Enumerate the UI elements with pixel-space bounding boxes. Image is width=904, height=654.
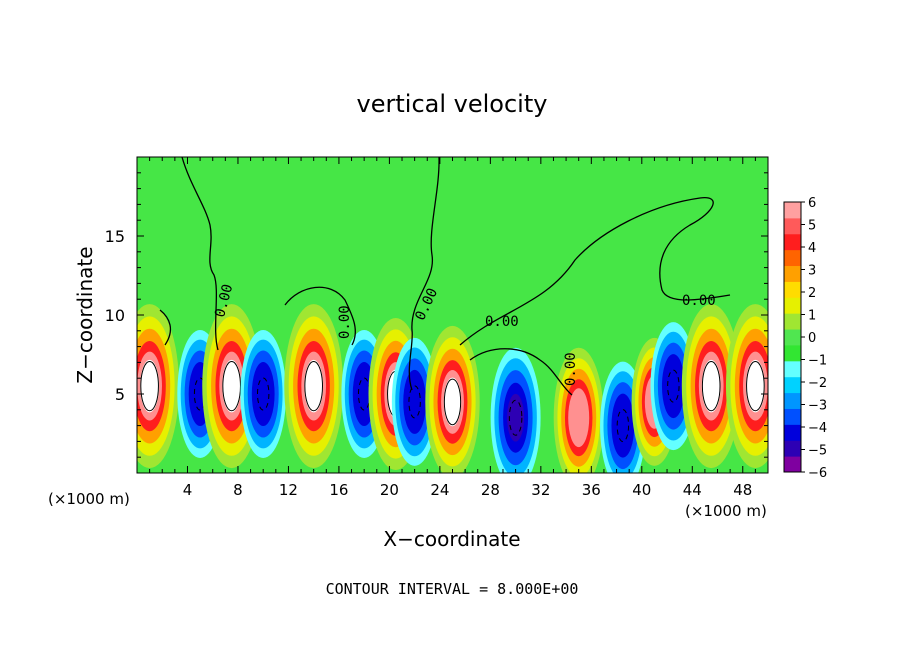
colorbar-swatch xyxy=(784,440,801,457)
x-tick-label: 4 xyxy=(183,481,193,499)
field-band xyxy=(701,359,721,413)
colorbar-swatch xyxy=(784,424,801,441)
contour-line xyxy=(181,157,219,351)
colorbar-label: −1 xyxy=(808,354,827,369)
colorbar-swatch xyxy=(784,392,801,409)
y-tick-label: 15 xyxy=(105,227,125,246)
colorbar-swatch xyxy=(784,297,801,314)
contour-line xyxy=(616,409,630,443)
colorbar-label: −2 xyxy=(808,376,827,391)
contour-line xyxy=(140,361,159,412)
colorbar-label: −3 xyxy=(808,399,827,414)
colorbar-swatch xyxy=(784,281,801,298)
colorbar: 6 5 4 3 2 1 0 −1 −2 −3 −4 −5 −6 xyxy=(783,196,827,481)
x-axis-label: X−coordinate xyxy=(383,527,520,551)
updraft-cell xyxy=(137,304,180,469)
contour-label: 0.00 xyxy=(563,352,579,386)
contour-line xyxy=(667,369,680,403)
colorbar-swatch xyxy=(784,408,801,425)
field-band xyxy=(222,359,242,413)
colorbar-swatch xyxy=(784,249,801,267)
colorbar-label: −6 xyxy=(808,466,827,481)
contour-line xyxy=(746,361,765,412)
contour-line xyxy=(284,286,356,346)
y-axis: 5 10 15 xyxy=(105,172,768,458)
contour-line xyxy=(159,309,172,346)
colorbar-label: 6 xyxy=(808,196,816,211)
colorbar-label: 1 xyxy=(808,309,816,324)
x-tick-label: 44 xyxy=(683,481,702,499)
contour-line xyxy=(408,157,440,391)
contour-label: 0.00 xyxy=(682,293,716,309)
field-band xyxy=(251,362,275,426)
downdraft-cell xyxy=(490,347,541,473)
x-tick-label: 24 xyxy=(430,481,449,499)
field-band xyxy=(140,359,160,413)
contour-line xyxy=(222,361,241,412)
chart-title: vertical velocity xyxy=(357,90,548,118)
y-axis-label: Z−coordinate xyxy=(73,246,97,383)
contour-line xyxy=(701,361,721,412)
colorbar-swatch xyxy=(784,233,801,251)
colorbar-swatch xyxy=(784,360,801,378)
x-tick-label: 28 xyxy=(481,481,500,499)
x-tick-label: 40 xyxy=(632,481,651,499)
contour-line xyxy=(508,399,523,436)
y-tick-label: 5 xyxy=(115,385,125,404)
field-band xyxy=(304,359,324,413)
colorbar-swatch xyxy=(784,202,801,219)
contour-line xyxy=(257,377,270,411)
x-tick-label: 20 xyxy=(380,481,399,499)
field-band xyxy=(611,393,635,458)
y-tick-label: 10 xyxy=(105,306,125,325)
x-axis: 4 8 12 16 20 24 28 32 36 40 44 48 xyxy=(149,157,756,499)
contour-interval: CONTOUR INTERVAL = 8.000E+00 xyxy=(326,580,579,598)
field-band xyxy=(661,354,685,419)
field-band xyxy=(403,369,427,434)
colorbar-swatch xyxy=(784,265,801,282)
x-tick-label: 8 xyxy=(233,481,243,499)
x-tick-label: 12 xyxy=(279,481,298,499)
colorbar-label: 4 xyxy=(808,241,816,256)
updraft-cell xyxy=(725,304,768,469)
updraft-cell xyxy=(553,347,604,473)
x-unit-right: (×1000 m) xyxy=(685,502,767,520)
colorbar-label: −4 xyxy=(808,421,827,436)
field-band xyxy=(568,388,590,448)
colorbar-swatch xyxy=(784,217,801,235)
colorbar-swatch xyxy=(784,456,801,473)
updraft-cell xyxy=(681,304,741,469)
contour-line xyxy=(469,348,573,396)
contour-line xyxy=(304,361,323,412)
velocity-field xyxy=(137,304,768,473)
updraft-cell xyxy=(425,325,480,473)
x-tick-label: 36 xyxy=(582,481,601,499)
colorbar-label: 2 xyxy=(808,286,816,301)
field-band xyxy=(443,377,462,427)
x-tick-label: 32 xyxy=(531,481,550,499)
updraft-cell xyxy=(284,304,344,469)
colorbar-label: 5 xyxy=(808,219,816,234)
colorbar-swatch xyxy=(784,329,801,346)
x-unit-left: (×1000 m) xyxy=(48,490,130,508)
colorbar-label: 3 xyxy=(808,264,816,279)
contour-line xyxy=(459,197,731,346)
downdraft-cell xyxy=(240,330,286,458)
colorbar-label: 0 xyxy=(808,331,816,346)
downdraft-cell xyxy=(391,337,438,466)
x-tick-label: 48 xyxy=(733,481,752,499)
contour-line xyxy=(443,378,462,426)
colorbar-swatch xyxy=(784,376,801,394)
contour-label: 0.00 xyxy=(485,314,519,330)
contour-label: 0.00 xyxy=(337,305,353,339)
zero-contours xyxy=(159,157,731,396)
colorbar-label: −5 xyxy=(808,444,827,459)
x-tick-label: 16 xyxy=(329,481,348,499)
contour-line xyxy=(408,385,421,419)
colorbar-swatch xyxy=(784,344,801,362)
colorbar-swatch xyxy=(784,313,801,330)
field-band xyxy=(745,359,765,413)
